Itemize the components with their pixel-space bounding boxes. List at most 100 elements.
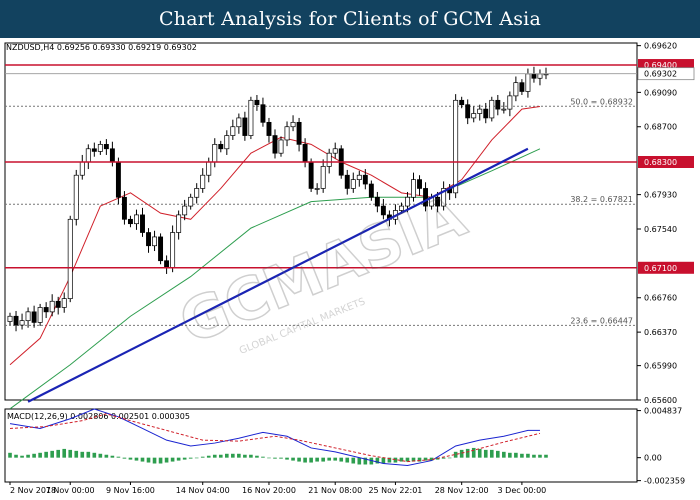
macd-histogram-bar bbox=[122, 457, 127, 459]
macd-histogram-bar bbox=[140, 457, 145, 462]
y-tick-label: 0.69090 bbox=[644, 88, 677, 97]
macd-histogram-bar bbox=[459, 449, 464, 458]
macd-label: MACD(12,26,9) 0.002806 0.002501 0.000305 bbox=[7, 412, 190, 421]
macd-panel-frame bbox=[4, 408, 638, 483]
macd-histogram-bar bbox=[453, 451, 458, 458]
macd-histogram-bar bbox=[393, 457, 398, 463]
macd-histogram-bar bbox=[255, 455, 259, 458]
macd-histogram-bar bbox=[86, 451, 91, 458]
macd-histogram-bar bbox=[237, 453, 241, 458]
x-tick-label: 7 Nov 00:00 bbox=[46, 486, 95, 495]
x-tick-label: 25 Nov 22:01 bbox=[368, 486, 422, 495]
macd-histogram-bar bbox=[188, 457, 193, 459]
macd-histogram-bar bbox=[38, 452, 42, 458]
x-tick-label: 28 Nov 12:00 bbox=[435, 486, 489, 495]
macd-histogram-bar bbox=[363, 457, 368, 465]
macd-histogram-bar bbox=[104, 454, 109, 458]
candle-bullish bbox=[152, 236, 158, 247]
candle-bearish bbox=[115, 161, 121, 198]
candle-bearish bbox=[158, 236, 164, 262]
macd-histogram-bar bbox=[447, 457, 452, 459]
candle-bullish bbox=[326, 152, 332, 167]
macd-histogram-bar bbox=[146, 457, 151, 463]
candle-bullish bbox=[134, 214, 139, 225]
macd-histogram-bar bbox=[339, 457, 344, 462]
macd-histogram-bar bbox=[502, 451, 506, 458]
candle-bullish bbox=[224, 135, 230, 150]
candle-bullish bbox=[212, 144, 218, 163]
x-tick-label: 14 Nov 04:00 bbox=[176, 486, 230, 495]
candle-bullish bbox=[314, 188, 320, 190]
candle-bearish bbox=[302, 144, 308, 163]
fib-level-label: 38.2 = 0.67821 bbox=[570, 195, 633, 204]
y-tick-label: 0.67540 bbox=[644, 225, 677, 234]
x-tick-label: 21 Nov 08:00 bbox=[308, 486, 362, 495]
y-tick-label: 0.68700 bbox=[644, 123, 677, 132]
macd-histogram-bar bbox=[231, 453, 235, 458]
macd-histogram-bar bbox=[170, 457, 175, 462]
macd-histogram-bar bbox=[417, 457, 422, 462]
macd-histogram-bar bbox=[309, 457, 313, 463]
candle-bearish bbox=[260, 104, 266, 123]
candle-bullish bbox=[525, 73, 531, 92]
macd-histogram-bar bbox=[471, 447, 476, 458]
macd-histogram-bar bbox=[44, 451, 48, 458]
macd-histogram-bar bbox=[375, 457, 380, 464]
macd-histogram-bar bbox=[279, 457, 283, 459]
candle-bearish bbox=[380, 205, 386, 216]
x-tick-label: 3 Dec 00:00 bbox=[498, 486, 547, 495]
macd-histogram-bar bbox=[496, 450, 500, 458]
candle-bullish bbox=[194, 188, 200, 198]
macd-histogram-bar bbox=[297, 457, 301, 462]
candle-bullish bbox=[19, 320, 25, 326]
banner-title: Chart Analysis for Clients of GCM Asia bbox=[159, 8, 541, 30]
macd-histogram-bar bbox=[273, 457, 277, 459]
macd-histogram-bar bbox=[243, 454, 247, 458]
candle-bearish bbox=[344, 174, 350, 189]
macd-histogram-bar bbox=[303, 457, 307, 463]
macd-histogram-bar bbox=[544, 454, 548, 458]
candle-bearish bbox=[121, 196, 127, 220]
macd-histogram-bar bbox=[429, 457, 434, 461]
candle-bearish bbox=[218, 144, 224, 150]
candle-bullish bbox=[61, 298, 67, 308]
candles bbox=[7, 66, 549, 332]
candle-bullish bbox=[411, 179, 416, 198]
candle-bullish bbox=[398, 205, 404, 211]
macd-histogram-bar bbox=[327, 457, 331, 461]
macd-histogram-bar bbox=[182, 457, 187, 460]
macd-histogram-bar bbox=[14, 454, 18, 458]
candle-bullish bbox=[489, 99, 495, 119]
macd-histogram-bar bbox=[261, 456, 265, 458]
macd-histogram-bar bbox=[116, 456, 121, 458]
candle-bullish bbox=[182, 205, 188, 216]
macd-histogram-bar bbox=[532, 454, 536, 458]
macd-histogram-bar bbox=[520, 453, 524, 458]
candle-bearish bbox=[374, 196, 380, 207]
candle-bearish bbox=[91, 148, 97, 152]
macd-histogram-bar bbox=[381, 457, 386, 464]
macd-histogram-bar bbox=[80, 451, 85, 458]
candle-bullish bbox=[25, 311, 31, 322]
candle-bearish bbox=[254, 99, 260, 106]
macd-histogram-bar bbox=[514, 452, 518, 458]
candle-bullish bbox=[284, 126, 290, 141]
price-axis: 0.69620 0.69090 0.68700 0.67930 0.67540 0.667… bbox=[637, 42, 695, 405]
candle-bearish bbox=[435, 196, 441, 207]
fib-level-label: 50.0 = 0.68932 bbox=[570, 97, 633, 106]
level-price-label: 0.68300 bbox=[644, 158, 677, 167]
macd-histogram-bar bbox=[98, 453, 103, 458]
level-price-label: 0.67100 bbox=[644, 264, 677, 273]
fib-level-label: 23.6 = 0.66447 bbox=[570, 316, 633, 325]
macd-histogram-bar bbox=[128, 457, 133, 460]
candle-bullish bbox=[501, 108, 507, 111]
moving-average-green bbox=[9, 148, 541, 410]
macd-histogram-bar bbox=[92, 452, 97, 458]
y-tick-label: 0.65990 bbox=[644, 362, 677, 371]
macd-line bbox=[9, 408, 540, 466]
candle-bearish bbox=[103, 144, 109, 150]
candle-bullish bbox=[453, 99, 459, 194]
